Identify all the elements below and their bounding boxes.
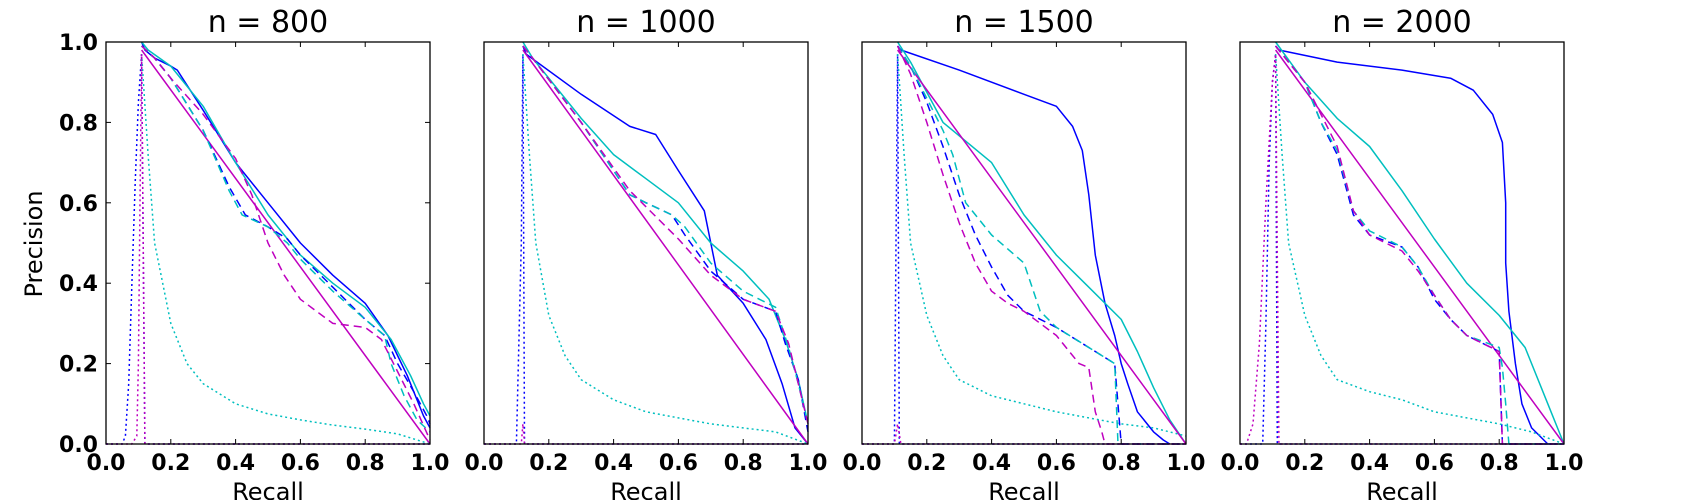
series-line-5-dashed: [522, 45, 809, 425]
series-line-1-solid: [522, 41, 809, 425]
x-tick-label: 0.8: [346, 451, 385, 476]
series-line-1-solid: [896, 41, 1187, 445]
x-axis-label: Recall: [988, 478, 1060, 500]
series-line-6-dotted: [484, 53, 808, 445]
x-tick-label: 1.0: [1167, 451, 1206, 476]
x-tick-label: 1.0: [1545, 451, 1584, 476]
x-axis-label: Recall: [1366, 478, 1438, 500]
x-tick-label: 0.8: [1480, 451, 1519, 476]
series-line-7-dotted: [896, 54, 1187, 437]
y-tick-label: 1.0: [59, 31, 98, 56]
subplot-title: n = 1500: [954, 5, 1094, 40]
y-axis-label: Precision: [20, 190, 48, 297]
x-tick-label: 0.4: [594, 451, 633, 476]
ticks-layer: 0.0 0.2 0.4 0.6 0.8 1.0: [843, 42, 1206, 476]
series-line-6-dotted: [862, 53, 1186, 445]
y-tick-label: 0.0: [59, 433, 98, 458]
series-line-6-dotted: [1240, 53, 1564, 445]
plot-frame: [1239, 41, 1565, 445]
x-tick-label: 0.2: [151, 451, 190, 476]
series-line-7-dotted: [140, 54, 431, 445]
series-line-4-dashed: [141, 45, 431, 433]
series-line-7-dotted: [1274, 54, 1565, 445]
series-layer: [106, 41, 431, 445]
subplot-title: n = 1000: [576, 5, 716, 40]
x-tick-label: 1.0: [789, 451, 828, 476]
x-tick-label: 0.0: [465, 451, 504, 476]
series-line-0-solid: [522, 45, 809, 445]
subplot-title: n = 2000: [1332, 5, 1472, 40]
plot-frame: [483, 41, 809, 445]
x-tick-label: 0.0: [87, 451, 126, 476]
x-tick-label: 0.0: [843, 451, 882, 476]
series-line-2-solid: [896, 49, 1187, 445]
series-line-4-dashed: [1275, 45, 1564, 445]
series-line-4-dashed: [896, 45, 1186, 445]
series-line-2-solid: [140, 49, 431, 445]
series-layer: [1240, 41, 1565, 445]
y-tick-label: 0.8: [59, 111, 98, 136]
series-line-8-dotted: [1240, 53, 1564, 445]
y-tick-label: 0.4: [59, 272, 98, 297]
series-line-1-solid: [141, 41, 431, 417]
y-tick-label: 0.6: [59, 192, 98, 217]
series-layer: [484, 41, 809, 445]
x-tick-label: 0.2: [529, 451, 568, 476]
series-line-0-solid: [1275, 45, 1549, 445]
x-tick-label: 0.6: [1037, 451, 1076, 476]
series-line-8-dotted: [106, 53, 430, 445]
series-line-8-dotted: [484, 423, 808, 445]
plot-frame: [105, 41, 431, 445]
x-tick-label: 0.8: [1102, 451, 1141, 476]
subplot-n-2000: n = 2000 0.0 0.2 0.4 0.6 0.8 1.0 Recall: [1221, 5, 1584, 500]
series-line-1-solid: [1274, 41, 1565, 445]
series-line-8-dotted: [862, 423, 1186, 445]
x-tick-label: 0.4: [216, 451, 255, 476]
plot-frame: [861, 41, 1187, 445]
y-tick-label: 0.2: [59, 353, 98, 378]
series-line-7-dotted: [522, 54, 809, 445]
x-tick-label: 0.6: [281, 451, 320, 476]
ticks-layer: 0.0 0.2 0.4 0.6 0.8 1.0 0.0 0.2 0.4 0.6 0.8 1.0: [59, 31, 449, 476]
ticks-layer: 0.0 0.2 0.4 0.6 0.8 1.0: [465, 42, 828, 476]
x-tick-label: 0.6: [1415, 451, 1454, 476]
ticks-layer: 0.0 0.2 0.4 0.6 0.8 1.0: [1221, 42, 1584, 476]
x-axis-label: Recall: [232, 478, 304, 500]
series-layer: [862, 41, 1187, 445]
subplot-title: n = 800: [208, 5, 328, 40]
x-tick-label: 0.4: [1350, 451, 1389, 476]
series-line-2-solid: [522, 49, 809, 445]
subplot-n-800: n = 800 0.0 0.2 0.4 0.6 0.8 1.00.00.20.40.60.…: [59, 5, 449, 500]
series-line-5-dashed: [896, 45, 1186, 445]
series-line-3-dashed: [141, 45, 431, 425]
x-tick-label: 0.6: [659, 451, 698, 476]
subplot-n-1000: n = 1000 0.0 0.2 0.4 0.6 0.8 1.0 Recall: [465, 5, 828, 500]
x-tick-label: 0.8: [724, 451, 763, 476]
x-tick-label: 1.0: [411, 451, 450, 476]
series-line-6-dotted: [106, 53, 430, 445]
x-tick-label: 0.0: [1221, 451, 1260, 476]
x-axis-label: Recall: [610, 478, 682, 500]
series-line-0-solid: [897, 45, 1171, 445]
series-line-5-dashed: [141, 45, 431, 441]
subplot-n-1500: n = 1500 0.0 0.2 0.4 0.6 0.8 1.0 Recall: [843, 5, 1206, 500]
series-line-5-dashed: [1275, 45, 1564, 445]
series-line-0-solid: [140, 41, 431, 429]
x-tick-label: 0.2: [907, 451, 946, 476]
series-line-3-dashed: [522, 45, 809, 433]
series-line-2-solid: [1274, 49, 1565, 445]
x-tick-label: 0.2: [1285, 451, 1324, 476]
x-tick-label: 0.4: [972, 451, 1011, 476]
